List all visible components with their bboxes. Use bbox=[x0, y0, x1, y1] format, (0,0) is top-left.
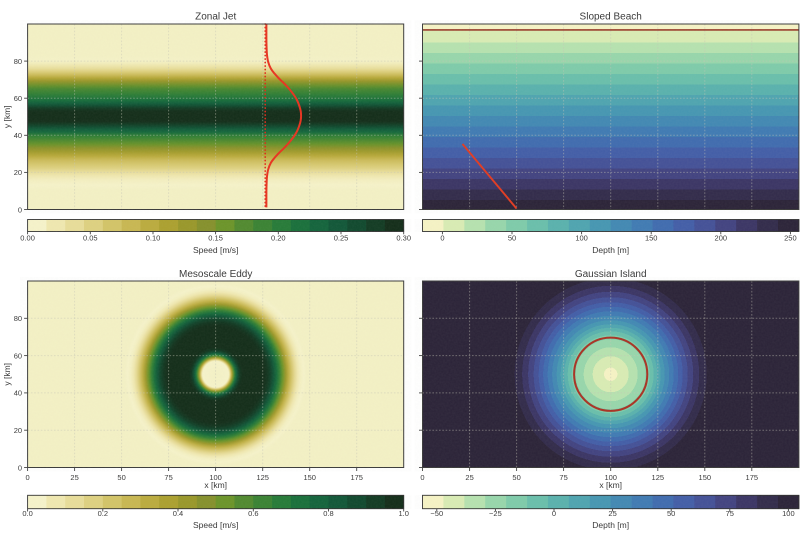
svg-text:Depth [m]: Depth [m] bbox=[592, 245, 629, 255]
svg-text:Mesoscale Eddy: Mesoscale Eddy bbox=[179, 269, 252, 280]
svg-text:80: 80 bbox=[14, 57, 22, 66]
svg-text:Speed [m/s]: Speed [m/s] bbox=[193, 245, 238, 255]
svg-text:100: 100 bbox=[209, 473, 222, 482]
svg-text:175: 175 bbox=[350, 473, 363, 482]
svg-text:Zonal Jet: Zonal Jet bbox=[195, 12, 236, 23]
svg-text:150: 150 bbox=[645, 234, 658, 243]
svg-text:0: 0 bbox=[18, 205, 22, 214]
svg-text:125: 125 bbox=[256, 473, 269, 482]
svg-text:75: 75 bbox=[164, 473, 172, 482]
svg-text:25: 25 bbox=[608, 509, 616, 518]
svg-text:0.05: 0.05 bbox=[83, 234, 98, 243]
svg-text:Gaussian Island: Gaussian Island bbox=[575, 269, 647, 280]
svg-text:50: 50 bbox=[512, 473, 520, 482]
svg-text:0.30: 0.30 bbox=[396, 234, 411, 243]
svg-text:−50: −50 bbox=[430, 509, 443, 518]
svg-text:20: 20 bbox=[14, 168, 22, 177]
svg-text:0.00: 0.00 bbox=[20, 234, 35, 243]
svg-text:20: 20 bbox=[14, 426, 22, 435]
svg-text:60: 60 bbox=[14, 94, 22, 103]
svg-text:250: 250 bbox=[784, 234, 797, 243]
svg-text:0.15: 0.15 bbox=[208, 234, 223, 243]
svg-text:40: 40 bbox=[14, 389, 22, 398]
svg-text:40: 40 bbox=[14, 131, 22, 140]
svg-text:75: 75 bbox=[726, 509, 734, 518]
svg-text:y [km]: y [km] bbox=[2, 363, 12, 386]
svg-text:60: 60 bbox=[14, 351, 22, 360]
svg-text:175: 175 bbox=[746, 473, 759, 482]
svg-text:0: 0 bbox=[18, 463, 22, 472]
svg-text:150: 150 bbox=[699, 473, 712, 482]
svg-text:0.6: 0.6 bbox=[248, 509, 258, 518]
svg-text:0: 0 bbox=[420, 473, 424, 482]
svg-text:0: 0 bbox=[26, 473, 30, 482]
svg-text:100: 100 bbox=[604, 473, 617, 482]
svg-text:0.10: 0.10 bbox=[146, 234, 161, 243]
svg-text:1.0: 1.0 bbox=[398, 509, 408, 518]
svg-text:0.2: 0.2 bbox=[98, 509, 108, 518]
svg-text:50: 50 bbox=[508, 234, 516, 243]
svg-text:x [km]: x [km] bbox=[599, 480, 622, 490]
svg-text:150: 150 bbox=[303, 473, 316, 482]
svg-text:Depth [m]: Depth [m] bbox=[592, 520, 629, 530]
svg-text:50: 50 bbox=[117, 473, 125, 482]
svg-text:25: 25 bbox=[465, 473, 473, 482]
svg-text:50: 50 bbox=[667, 509, 675, 518]
svg-text:0: 0 bbox=[552, 509, 556, 518]
svg-text:75: 75 bbox=[559, 473, 567, 482]
svg-text:80: 80 bbox=[14, 314, 22, 323]
svg-text:y [km]: y [km] bbox=[2, 105, 12, 128]
svg-text:x [km]: x [km] bbox=[204, 480, 227, 490]
svg-text:125: 125 bbox=[652, 473, 665, 482]
svg-text:100: 100 bbox=[575, 234, 588, 243]
svg-text:0: 0 bbox=[440, 234, 444, 243]
svg-text:Sloped Beach: Sloped Beach bbox=[580, 12, 642, 23]
svg-text:100: 100 bbox=[782, 509, 795, 518]
svg-text:0.25: 0.25 bbox=[334, 234, 349, 243]
svg-text:200: 200 bbox=[715, 234, 728, 243]
svg-text:Speed [m/s]: Speed [m/s] bbox=[193, 520, 238, 530]
svg-text:−25: −25 bbox=[489, 509, 502, 518]
svg-text:25: 25 bbox=[70, 473, 78, 482]
svg-text:0.0: 0.0 bbox=[22, 509, 32, 518]
svg-text:0.20: 0.20 bbox=[271, 234, 286, 243]
svg-text:0.4: 0.4 bbox=[173, 509, 183, 518]
svg-text:0.8: 0.8 bbox=[323, 509, 333, 518]
